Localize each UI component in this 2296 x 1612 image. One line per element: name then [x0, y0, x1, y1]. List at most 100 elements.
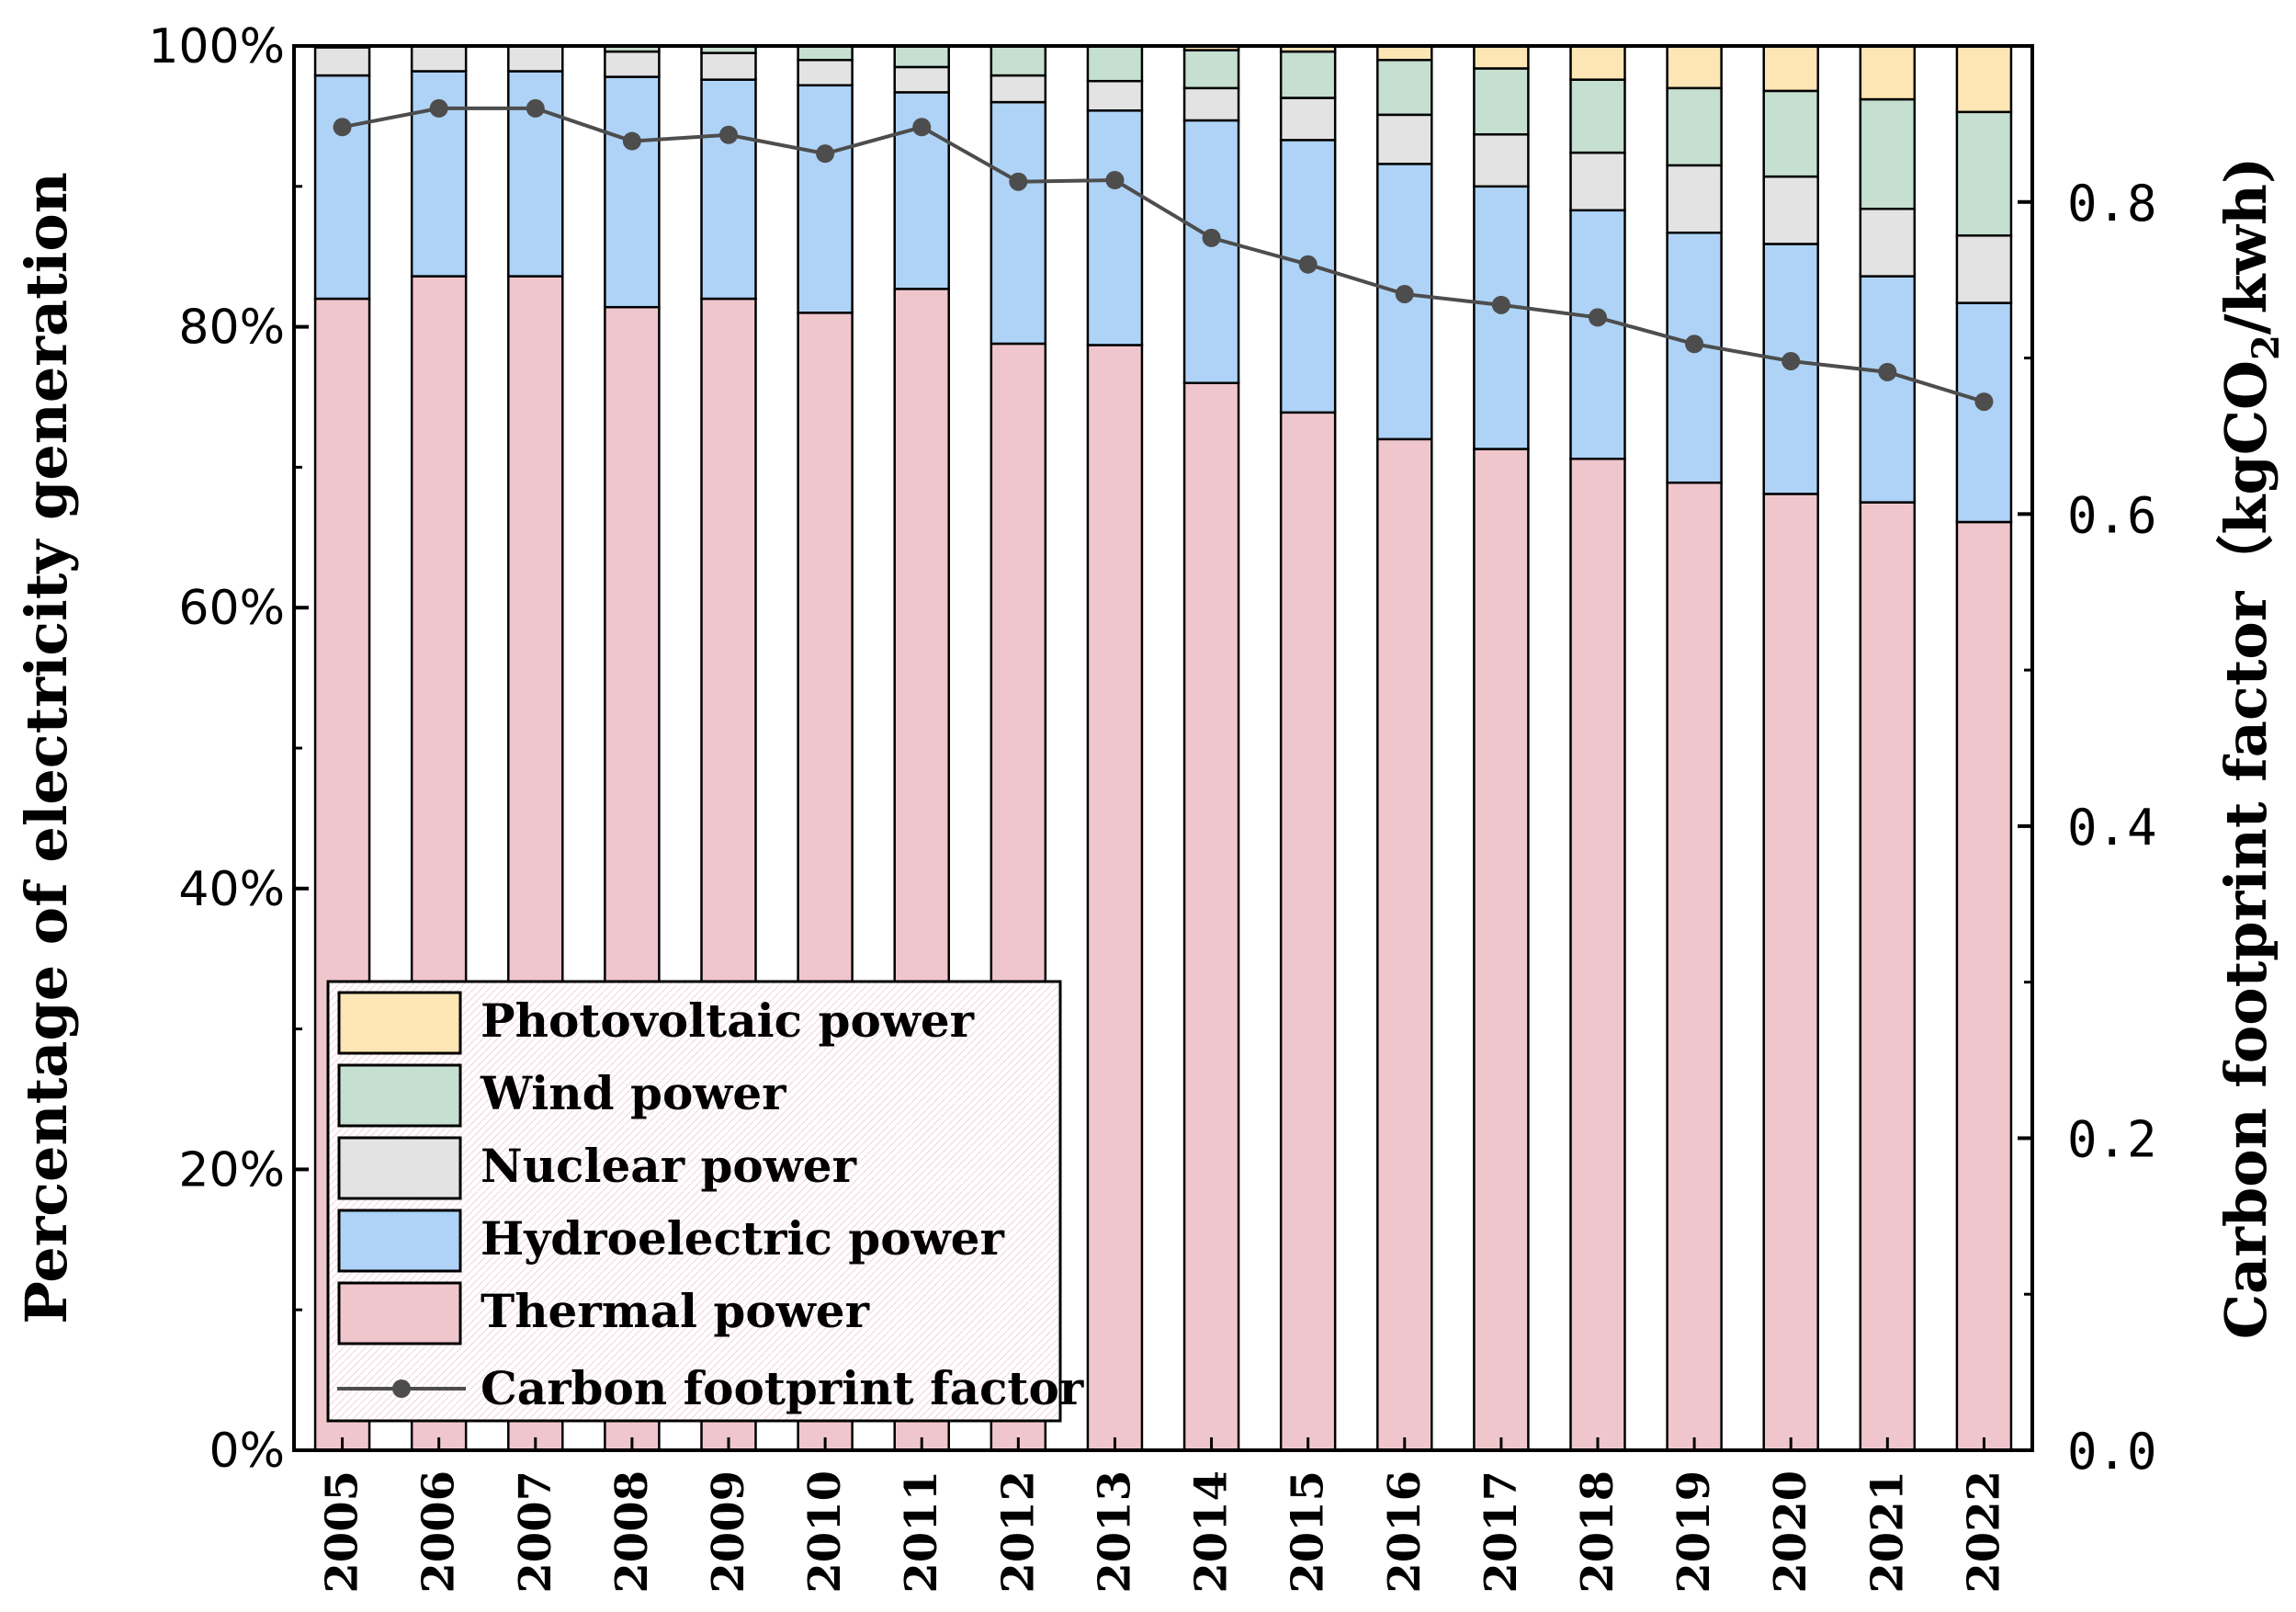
- x-tick-label-group: 2021: [1861, 1470, 1913, 1594]
- legend-label: Carbon footprint factor: [481, 1361, 1084, 1415]
- right-axis-title-group: Carbon footprint factor（kgCO2/kwh): [2212, 157, 2288, 1340]
- x-tick-label: 2018: [1572, 1470, 1623, 1594]
- carbon-point-2009: [719, 125, 738, 144]
- legend-label: Wind power: [480, 1066, 786, 1120]
- x-tick-label-group: 2009: [703, 1470, 754, 1594]
- left-tick-label: 60%: [178, 581, 285, 636]
- bar-nuclear-power-2015: [1279, 96, 1337, 142]
- bar-nuclear-power-2008: [604, 50, 661, 78]
- bar-nuclear-power-2006: [410, 44, 468, 73]
- right-axis-title-main: Carbon footprint factor（kgCO: [2212, 360, 2279, 1339]
- bar-wind-power-2011: [893, 44, 950, 69]
- legend-label: Photovoltaic power: [481, 993, 975, 1048]
- bar-thermal-power-2016: [1376, 437, 1433, 1452]
- carbon-point-2005: [333, 118, 352, 137]
- x-tick-label-group: 2013: [1089, 1470, 1140, 1594]
- bar-photovoltaic-power-2021: [1859, 44, 1917, 101]
- x-tick-label: 2019: [1668, 1470, 1720, 1594]
- x-tick-label: 2016: [1379, 1470, 1431, 1594]
- bar-photovoltaic-power-2020: [1762, 44, 1819, 93]
- bar-thermal-power-2022: [1955, 520, 2013, 1452]
- bar-hydroelectric-power-2015: [1279, 139, 1337, 414]
- bar-hydroelectric-power-2019: [1666, 231, 1723, 484]
- right-tick-label: 0.2: [2067, 1110, 2157, 1168]
- bar-photovoltaic-power-2017: [1473, 44, 1530, 70]
- bar-wind-power-2010: [797, 44, 854, 62]
- bar-wind-power-2018: [1569, 78, 1626, 154]
- bar-hydroelectric-power-2010: [797, 84, 854, 314]
- bar-photovoltaic-power-2019: [1666, 44, 1723, 90]
- x-tick-label: 2012: [992, 1470, 1044, 1594]
- bar-nuclear-power-2022: [1955, 234, 2013, 304]
- legend: Photovoltaic power Wind power Nuclear powe…: [326, 980, 1084, 1423]
- bar-nuclear-power-2011: [893, 65, 950, 94]
- bar-nuclear-power-2020: [1762, 175, 1819, 245]
- carbon-point-2012: [1009, 172, 1028, 191]
- right-axis-title-subscript: 2: [2245, 335, 2288, 360]
- carbon-point-2016: [1395, 284, 1414, 303]
- x-tick-label-group: 2022: [1958, 1470, 2009, 1594]
- x-tick-label: 2014: [1186, 1470, 1238, 1594]
- bar-hydroelectric-power-2012: [990, 100, 1047, 346]
- legend-label: Thermal power: [481, 1284, 870, 1338]
- left-tick-label: 0%: [209, 1424, 286, 1479]
- bar-hydroelectric-power-2009: [700, 78, 757, 301]
- bar-nuclear-power-2009: [700, 51, 757, 81]
- carbon-footprint-line: [342, 106, 1985, 404]
- legend-line-marker: [392, 1379, 411, 1398]
- carbon-point-2010: [816, 144, 835, 164]
- x-tick-label: 2008: [606, 1470, 658, 1594]
- right-tick-label: 0.8: [2067, 175, 2157, 233]
- bar-nuclear-power-2013: [1086, 79, 1144, 112]
- carbon-line-layer: [333, 98, 1994, 412]
- bar-nuclear-power-2014: [1182, 86, 1240, 122]
- x-tick-label-group: 2008: [606, 1470, 658, 1594]
- bar-thermal-power-2021: [1859, 501, 1917, 1452]
- bar-wind-power-2017: [1473, 67, 1530, 136]
- legend-swatch-nuclear-power: [337, 1136, 462, 1200]
- legend-label: Nuclear power: [481, 1139, 857, 1193]
- x-tick-label: 2021: [1861, 1470, 1913, 1594]
- x-tick-label-group: 2005: [317, 1470, 368, 1594]
- bar-hydroelectric-power-2017: [1473, 185, 1530, 450]
- bar-wind-power-2016: [1376, 59, 1433, 117]
- left-axis-title: Percentage of electricity generation: [13, 172, 80, 1324]
- bar-thermal-power-2014: [1182, 381, 1240, 1452]
- carbon-point-2020: [1781, 351, 1801, 370]
- x-tick-label: 2017: [1476, 1470, 1527, 1594]
- x-tick-label: 2011: [896, 1470, 947, 1594]
- bar-thermal-power-2020: [1762, 493, 1819, 1452]
- legend-swatch-wind-power: [337, 1063, 462, 1128]
- legend-swatch-hydroelectric-power: [337, 1209, 462, 1273]
- x-tick-label-group: 2011: [896, 1470, 947, 1594]
- right-axis-title: Carbon footprint factor（kgCO2/kwh): [2212, 157, 2288, 1340]
- bar-hydroelectric-power-2005: [313, 74, 371, 301]
- carbon-point-2019: [1685, 335, 1704, 354]
- bar-thermal-power-2018: [1569, 457, 1626, 1452]
- bar-nuclear-power-2019: [1666, 164, 1723, 234]
- right-tick-label: 0.6: [2067, 486, 2157, 544]
- bar-wind-power-2013: [1086, 44, 1144, 83]
- bar-nuclear-power-2010: [797, 59, 854, 87]
- carbon-point-2008: [622, 131, 641, 151]
- left-tick-label: 80%: [178, 301, 285, 356]
- bar-thermal-power-2013: [1086, 344, 1144, 1452]
- bar-photovoltaic-power-2022: [1955, 44, 2013, 114]
- bar-hydroelectric-power-2014: [1182, 119, 1240, 384]
- carbon-point-2021: [1878, 362, 1897, 381]
- bar-thermal-power-2015: [1279, 411, 1337, 1452]
- bar-nuclear-power-2012: [990, 74, 1047, 104]
- carbon-point-2017: [1491, 295, 1510, 314]
- bar-wind-power-2021: [1859, 97, 1917, 210]
- bar-wind-power-2019: [1666, 86, 1723, 167]
- left-tick-label: 40%: [178, 862, 285, 917]
- bar-wind-power-2012: [990, 44, 1047, 77]
- bar-wind-power-2015: [1279, 50, 1337, 99]
- x-tick-label-group: 2010: [799, 1470, 851, 1594]
- right-tick-label: 0.4: [2067, 799, 2157, 857]
- bar-hydroelectric-power-2022: [1955, 301, 2013, 524]
- x-tick-label: 2010: [799, 1470, 851, 1594]
- bar-thermal-power-2019: [1666, 481, 1723, 1452]
- x-tick-label: 2022: [1958, 1470, 2009, 1594]
